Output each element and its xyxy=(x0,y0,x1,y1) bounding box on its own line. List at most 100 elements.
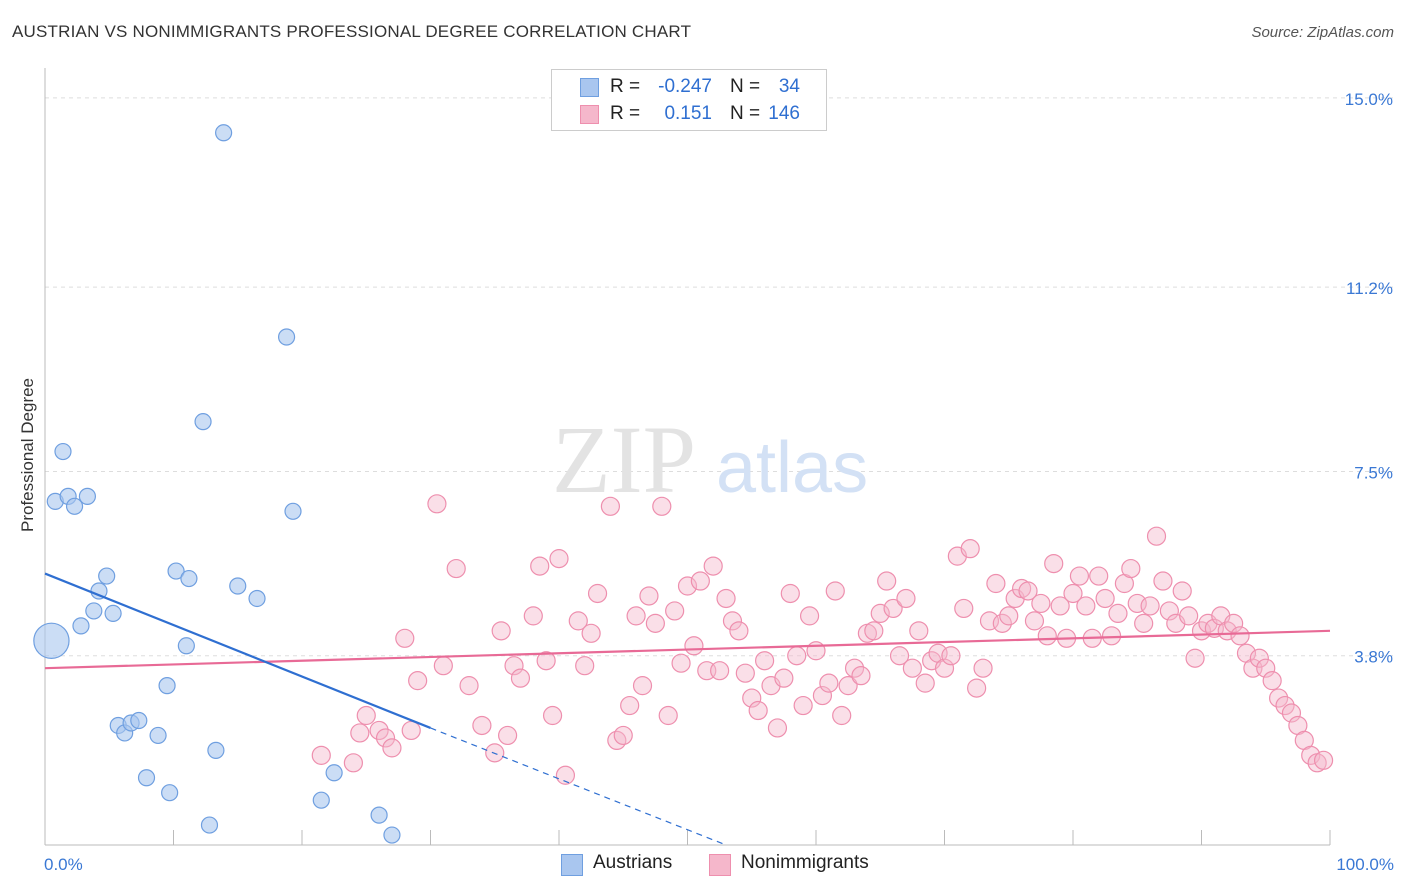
correlation-legend: R = -0.247 N = 34 R = 0.151 N = 146 xyxy=(551,69,827,131)
nonimmigrants-point xyxy=(395,628,415,648)
austrians-point xyxy=(312,791,330,809)
legend-n-value: 146 xyxy=(768,103,800,124)
austrians-points xyxy=(33,124,401,844)
nonimmigrants-point xyxy=(587,583,608,604)
nonimmigrants-point xyxy=(607,730,627,751)
nonimmigrants-point xyxy=(510,668,531,688)
nonimmigrants-point xyxy=(909,621,929,641)
austrians-point xyxy=(194,413,212,431)
nonimmigrants-point xyxy=(844,658,865,678)
nonimmigrants-point xyxy=(889,646,910,666)
austrians-point xyxy=(158,677,176,695)
y-tick-label: 7.5% xyxy=(1354,463,1393,482)
austrians-point xyxy=(383,826,401,844)
legend-r-label: R = xyxy=(610,76,641,97)
legend-row-austrians: R = -0.247 N = 34 xyxy=(552,74,826,100)
austrians-point xyxy=(284,502,302,520)
nonimmigrants-point xyxy=(934,658,955,678)
austrians-point xyxy=(370,806,388,824)
nonimmigrants-point xyxy=(472,715,492,736)
nonimmigrants-point xyxy=(716,588,736,609)
nonimmigrants-points xyxy=(311,494,1334,785)
nonimmigrants-point xyxy=(1121,558,1141,579)
austrians-point xyxy=(72,617,90,635)
nonimmigrants-point xyxy=(446,558,466,579)
nonimmigrants-point xyxy=(870,603,890,624)
nonimmigrants-point xyxy=(883,598,903,619)
nonimmigrants-point xyxy=(1134,613,1154,633)
nonimmigrants-point xyxy=(1089,566,1109,586)
nonimmigrants-point xyxy=(986,573,1006,594)
nonimmigrants-point xyxy=(774,668,794,688)
nonimmigrants-point xyxy=(1313,750,1334,770)
nonimmigrants-point xyxy=(311,745,331,765)
austrians-point xyxy=(98,567,116,585)
nonimmigrants-point xyxy=(1230,626,1250,646)
nonimmigrants-point xyxy=(498,725,518,746)
nonimmigrants-point xyxy=(658,705,678,726)
nonimmigrants-point xyxy=(1024,611,1045,631)
nonimmigrants-point xyxy=(1108,603,1128,624)
austrians-point xyxy=(277,328,296,346)
nonimmigrants-point xyxy=(941,646,961,666)
austrians-point xyxy=(130,711,148,730)
y-tick-label: 15.0% xyxy=(1345,90,1393,109)
nonimmigrants-trend-line xyxy=(44,629,1331,670)
austrians-legend-label: Austrians xyxy=(593,852,673,873)
nonimmigrants-point xyxy=(780,583,800,604)
nonimmigrants-point xyxy=(645,613,665,633)
nonimmigrants-point xyxy=(754,651,775,671)
nonimmigrants-point xyxy=(652,496,672,516)
nonimmigrants-point xyxy=(954,598,974,619)
nonimmigrants-point xyxy=(665,601,685,621)
nonimmigrants-point xyxy=(1159,601,1179,621)
nonimmigrants-point xyxy=(967,678,987,698)
nonimmigrants-point xyxy=(832,705,852,726)
nonimmigrants-point xyxy=(620,695,640,716)
legend-n-value: 34 xyxy=(778,76,800,97)
nonimmigrants-point xyxy=(992,613,1012,633)
austrians-point xyxy=(78,487,97,505)
nonimmigrants-swatch xyxy=(580,105,599,124)
nonimmigrants-point xyxy=(1069,566,1090,586)
austrians-point xyxy=(161,784,179,802)
nonimmigrants-point xyxy=(793,695,813,716)
austrians-point xyxy=(180,569,198,588)
nonimmigrants-point xyxy=(632,676,653,696)
nonimmigrants-point xyxy=(1095,588,1115,609)
y-tick-label: 3.8% xyxy=(1354,648,1393,667)
nonimmigrants-point xyxy=(1076,596,1096,616)
legend-n-label: N = xyxy=(730,76,761,97)
nonimmigrants-point xyxy=(350,723,370,743)
nonimmigrants-point xyxy=(536,651,556,671)
nonimmigrants-point xyxy=(671,653,691,673)
nonimmigrants-point xyxy=(626,606,646,626)
nonimmigrants-legend-swatch xyxy=(709,854,731,876)
nonimmigrants-point xyxy=(812,685,833,706)
nonimmigrants-point xyxy=(1262,671,1282,691)
nonimmigrants-point xyxy=(690,571,710,591)
axes xyxy=(44,68,1331,846)
austrians-point xyxy=(229,577,247,595)
nonimmigrants-point xyxy=(1172,581,1192,601)
nonimmigrants-point xyxy=(1037,626,1057,646)
nonimmigrants-point xyxy=(819,673,839,693)
nonimmigrants-point xyxy=(1256,658,1276,678)
nonimmigrants-point xyxy=(1101,626,1122,646)
austrians-point xyxy=(149,726,167,745)
nonimmigrants-point xyxy=(408,671,428,691)
nonimmigrants-point xyxy=(568,611,588,631)
nonimmigrants-point xyxy=(1050,596,1070,616)
nonimmigrants-point xyxy=(787,646,807,666)
source-label: Source: ZipAtlas.com xyxy=(1251,24,1394,41)
nonimmigrants-point xyxy=(915,673,935,693)
nonimmigrants-legend-label: Nonimmigrants xyxy=(741,852,869,873)
nonimmigrants-point xyxy=(1179,606,1199,626)
austrians-point xyxy=(177,637,195,655)
nonimmigrants-point xyxy=(549,549,569,569)
nonimmigrants-point xyxy=(851,666,871,686)
nonimmigrants-point xyxy=(902,658,922,678)
austrians-point xyxy=(215,124,233,142)
nonimmigrants-point xyxy=(356,705,376,726)
